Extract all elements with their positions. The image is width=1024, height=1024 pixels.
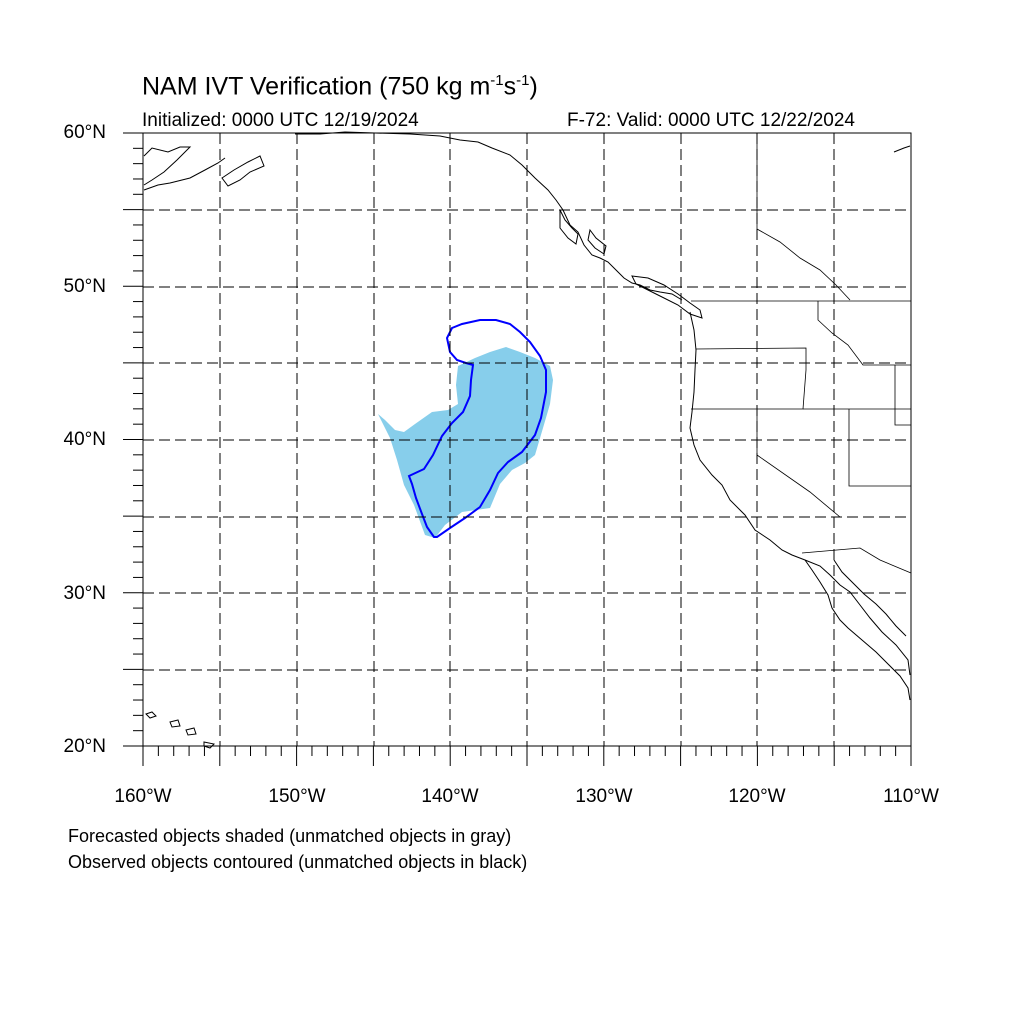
lat-label-40: 40°N <box>63 429 106 450</box>
lon-label-120w: 120°W <box>728 786 786 807</box>
lon-label-140w: 140°W <box>421 786 479 807</box>
lon-label-110w: 110°W <box>883 786 939 807</box>
political-borders <box>691 134 912 574</box>
map-grid <box>142 132 912 747</box>
map-title: NAM IVT Verification (750 kg m-1s-1) <box>142 72 538 101</box>
lat-label-30: 30°N <box>63 583 106 604</box>
coastlines <box>143 131 911 749</box>
observed-contour <box>407 319 547 538</box>
lat-label-20: 20°N <box>63 736 106 757</box>
valid-label: F-72: Valid: 0000 UTC 12/22/2024 <box>567 110 855 131</box>
lon-label-150w: 150°W <box>268 786 326 807</box>
lon-label-160w: 160°W <box>114 786 172 807</box>
observed-note: Observed objects contoured (unmatched ob… <box>68 852 528 872</box>
axis-ticks <box>123 132 912 766</box>
forecast-note: Forecasted objects shaded (unmatched obj… <box>68 826 512 846</box>
forecast-object <box>378 347 553 538</box>
lon-label-130w: 130°W <box>575 786 633 807</box>
lat-label-50: 50°N <box>63 276 106 297</box>
initialized-label: Initialized: 0000 UTC 12/19/2024 <box>142 110 419 131</box>
lat-label-60: 60°N <box>63 122 106 143</box>
